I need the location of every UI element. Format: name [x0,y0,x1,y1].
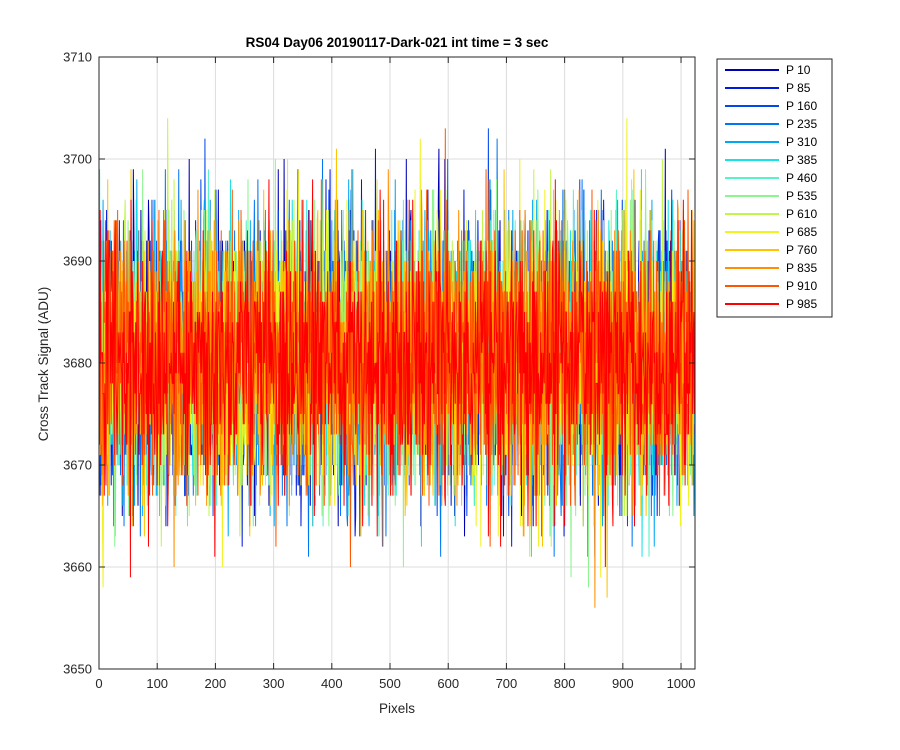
legend-label: P 310 [786,135,817,149]
x-tick-label: 500 [379,676,401,691]
legend-label: P 610 [786,207,817,221]
y-tick-label: 3690 [63,254,92,269]
x-tick-label: 0 [95,676,102,691]
y-tick-label: 3710 [63,50,92,65]
y-tick-label: 3660 [63,560,92,575]
y-axis-title: Cross Track Signal (ADU) [36,287,51,442]
legend-label: P 85 [786,81,811,95]
legend-label: P 160 [786,99,817,113]
legend: P 10 P 85 P 160 P 235 P 310 P 385 P 460 P 535 P … [716,58,833,318]
x-tick-label: 900 [612,676,634,691]
y-tick-label: 3680 [63,356,92,371]
legend-label: P 835 [786,261,817,275]
legend-label: P 760 [786,243,817,257]
y-tick-label: 3670 [63,458,92,473]
legend-label: P 10 [786,63,811,77]
y-tick-label: 3700 [63,152,92,167]
plot-area [98,118,695,608]
legend-label: P 985 [786,297,817,311]
x-tick-label: 1000 [667,676,696,691]
axis-ticks [98,56,695,670]
series-line-13 [98,179,695,578]
x-tick-labels: 0 100 200 300 400 500 600 700 800 900 1000 [95,676,695,691]
x-tick-label: 400 [321,676,343,691]
legend-label: P 385 [786,153,817,167]
series-line-12 [98,128,695,568]
legend-label: P 235 [786,117,817,131]
x-axis-title: Pixels [379,701,415,716]
x-tick-label: 200 [205,676,227,691]
legend-box [716,58,833,318]
legend-label: P 535 [786,189,817,203]
legend-label: P 460 [786,171,817,185]
x-tick-label: 800 [554,676,576,691]
chart-title: RS04 Day06 20190117-Dark-021 int time = … [246,35,549,50]
x-tick-label: 700 [496,676,518,691]
legend-label: P 685 [786,225,817,239]
x-tick-label: 100 [146,676,168,691]
x-tick-label: 300 [263,676,285,691]
legend-label: P 910 [786,279,817,293]
x-tick-label: 600 [437,676,459,691]
y-tick-label: 3650 [63,662,92,677]
y-tick-labels: 3650 3660 3670 3680 3690 3700 3710 [63,50,92,677]
